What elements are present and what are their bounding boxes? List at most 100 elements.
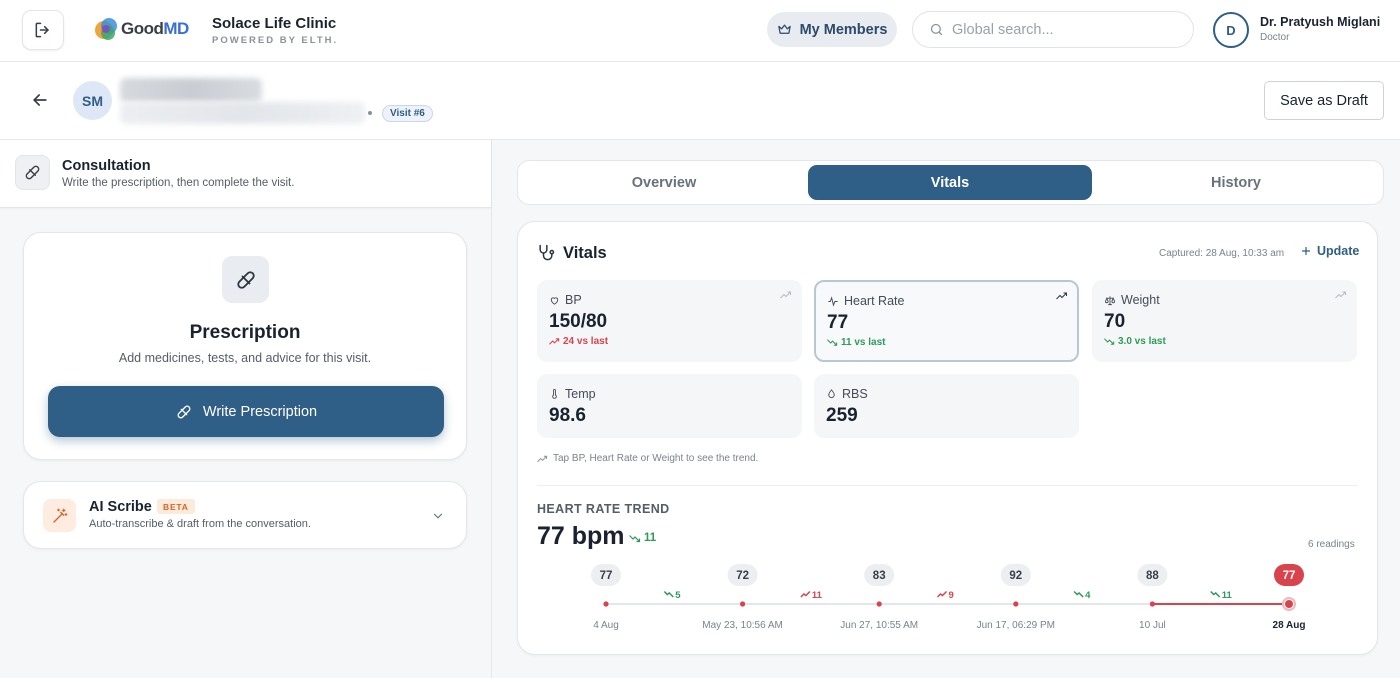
vital-label: Weight <box>1104 293 1160 307</box>
my-members-button[interactable]: My Members <box>767 12 897 47</box>
plus-icon <box>1301 246 1311 256</box>
bp-delta: 24 vs last <box>549 336 608 347</box>
trend-value-label: 72 <box>736 570 749 582</box>
vital-tile-weight[interactable]: Weight 70 3.0 vs last <box>1092 280 1357 362</box>
scale-icon <box>1104 295 1116 305</box>
trend-down-icon <box>663 590 674 598</box>
clinic-powered-by: POWERED BY ELTH. <box>212 35 339 46</box>
trend-up-icon <box>936 590 948 598</box>
tab-history[interactable]: History <box>1211 174 1261 191</box>
consultation-subtitle: Write the prescription, then complete th… <box>62 177 295 189</box>
rbs-value: 259 <box>826 405 858 426</box>
patient-details-redacted <box>120 102 365 124</box>
rbs-label: RBS <box>842 387 868 401</box>
trend-chart-icon <box>537 455 548 462</box>
patient-avatar: SM <box>73 81 112 120</box>
trend-chart-icon <box>1335 291 1346 299</box>
weight-label: Weight <box>1121 293 1160 307</box>
consultation-panel: Consultation Write the prescription, the… <box>0 140 492 678</box>
trend-down-icon <box>1073 590 1084 598</box>
write-prescription-button[interactable]: Write Prescription <box>48 386 444 437</box>
vital-tile-heart-rate[interactable]: Heart Rate 77 11 vs last <box>814 280 1079 362</box>
pill-icon <box>222 256 269 303</box>
weight-delta: 3.0 vs last <box>1104 336 1166 347</box>
logout-icon <box>35 22 49 38</box>
pulse-icon <box>828 295 838 307</box>
doctor-name: Dr. Pratyush Miglani <box>1260 15 1381 29</box>
bp-delta-text: 24 vs last <box>563 336 609 347</box>
trend-point <box>740 601 746 607</box>
trend-point <box>603 601 609 607</box>
trend-x-label: 10 Jul <box>1139 620 1166 631</box>
prescription-title: Prescription <box>189 322 301 343</box>
beta-badge: BETA <box>157 499 195 514</box>
separator-dot <box>368 111 372 115</box>
trend-point <box>1013 601 1019 607</box>
trend-x-label: 28 Aug <box>1273 620 1306 631</box>
trend-value-pill <box>591 564 621 586</box>
trend-change-label: 11 <box>1222 590 1233 601</box>
vitals-card: Vitals Captured: 28 Aug, 10:33 am Update… <box>517 221 1378 655</box>
ai-scribe-card[interactable]: AI Scribe BETA Auto-transcribe & draft f… <box>23 481 467 549</box>
trend-change-label: 4 <box>1085 590 1091 601</box>
pill-icon <box>177 405 191 418</box>
vital-tile-bp[interactable]: BP 150/80 24 vs last <box>537 280 802 362</box>
trend-down-icon <box>629 534 641 542</box>
vital-label: Temp <box>549 387 596 401</box>
write-prescription-label: Write Prescription <box>202 403 318 420</box>
prescription-subtitle: Add medicines, tests, and advice for thi… <box>118 351 372 365</box>
trend-x-label: Jun 17, 06:29 PM <box>977 620 1055 631</box>
heart-rate-trend-chart: 77 4 Aug 72 May 23, 10:56 AM 83 Jun 27, 10:55… <box>591 564 1306 631</box>
trend-value-label: 77 <box>600 570 613 582</box>
magic-wand-icon <box>43 499 76 532</box>
logo-md-text: MD <box>163 19 189 38</box>
weight-delta-text: 3.0 vs last <box>1118 336 1166 347</box>
patient-bar: SM Visit #6 Save as Draft <box>0 62 1400 140</box>
trend-down-icon <box>1104 338 1115 345</box>
trend-change-indicator: 4 <box>1073 590 1091 601</box>
trend-chart-icon <box>1056 292 1067 300</box>
exit-button[interactable] <box>22 10 64 50</box>
global-search[interactable] <box>912 11 1194 48</box>
trend-change-indicator: 11 <box>1210 590 1233 601</box>
trend-change-indicator: 5 <box>663 590 681 601</box>
tab-overview[interactable]: Overview <box>631 174 697 191</box>
chevron-down-icon[interactable] <box>431 509 445 523</box>
thermometer-icon <box>552 388 557 399</box>
prescription-card: Prescription Add medicines, tests, and a… <box>23 232 467 460</box>
heart-rate-delta-text: 11 vs last <box>841 337 886 348</box>
global-search-input[interactable] <box>952 21 1172 38</box>
trend-change-label: 11 <box>812 590 823 601</box>
heart-rate-trend-delta-text: 11 <box>644 532 657 544</box>
goodmd-logo-mark-icon <box>95 18 117 40</box>
clinic-name: Solace Life Clinic <box>212 15 337 32</box>
stethoscope-icon <box>539 244 555 261</box>
heart-rate-label: Heart Rate <box>844 294 905 308</box>
trend-point <box>1149 601 1155 607</box>
update-label: Update <box>1317 244 1360 258</box>
trend-x-label: May 23, 10:56 AM <box>702 620 783 631</box>
doctor-avatar[interactable]: D <box>1213 12 1249 48</box>
trend-change-indicator: 9 <box>936 590 954 601</box>
weight-value: 70 <box>1104 311 1126 332</box>
trend-chart-icon <box>780 291 791 299</box>
trend-change-indicator: 11 <box>800 590 823 601</box>
save-as-draft-button[interactable]: Save as Draft <box>1264 81 1384 120</box>
doctor-info[interactable]: Dr. Pratyush Miglani Doctor <box>1260 15 1380 43</box>
heart-rate-trend-title: HEART RATE TREND <box>537 502 670 516</box>
trend-value-pill <box>1137 564 1168 586</box>
vital-label: BP <box>549 293 582 307</box>
bp-label: BP <box>565 293 582 307</box>
update-button[interactable]: Update <box>1300 244 1359 258</box>
tab-vitals[interactable]: Vitals <box>808 165 1092 200</box>
temp-value: 98.6 <box>549 405 586 426</box>
back-arrow-icon[interactable] <box>30 90 50 110</box>
detail-tabs: Overview Vitals History <box>517 160 1384 205</box>
consultation-header: Consultation Write the prescription, the… <box>0 140 491 208</box>
trend-value-label: 92 <box>1009 570 1022 582</box>
readings-count: 6 readings <box>1308 539 1355 550</box>
trend-hint-text: Tap BP, Heart Rate or Weight to see the … <box>553 453 759 464</box>
patient-name-redacted <box>120 78 262 102</box>
logo-good-text: Good <box>121 19 164 38</box>
trend-value-pill <box>864 564 895 586</box>
